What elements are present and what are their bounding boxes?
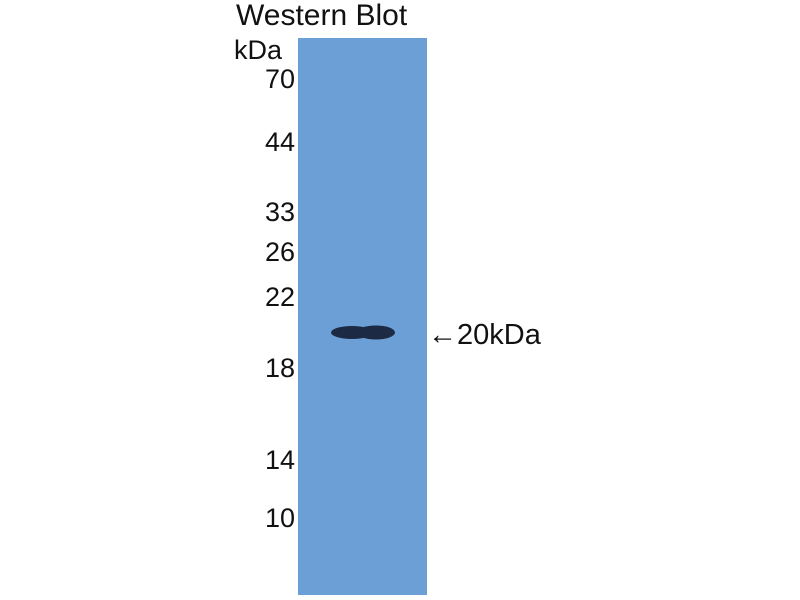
marker-label: 22	[264, 282, 295, 312]
marker-label: 44	[264, 127, 295, 157]
marker-label: 70	[264, 64, 295, 94]
figure-title: Western Blot	[236, 0, 408, 32]
marker-label: 33	[264, 197, 295, 227]
band-size-label: 20kDa	[457, 319, 541, 351]
protein-band	[331, 325, 395, 340]
unit-label: kDa	[234, 35, 283, 65]
marker-label: 14	[264, 445, 295, 475]
marker-label: 18	[264, 353, 295, 383]
blot-membrane	[298, 38, 427, 595]
band-annotation: ←20kDa	[428, 318, 541, 352]
marker-label: 10	[264, 503, 295, 533]
marker-label: 26	[264, 237, 295, 267]
arrow-left-icon: ←	[428, 319, 457, 351]
